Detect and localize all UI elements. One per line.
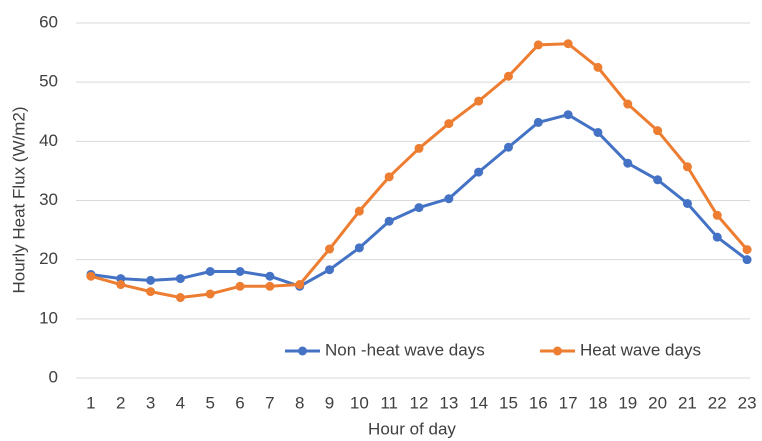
legend-marker xyxy=(553,346,562,356)
data-point xyxy=(712,232,722,242)
x-tick-label: 18 xyxy=(588,393,607,412)
x-tick-label: 2 xyxy=(116,393,125,412)
x-tick-label: 22 xyxy=(708,393,727,412)
data-point xyxy=(354,206,364,216)
data-point xyxy=(712,210,722,220)
data-point xyxy=(325,265,335,275)
data-point xyxy=(503,71,513,81)
data-point xyxy=(593,127,603,137)
data-point xyxy=(533,40,543,50)
x-tick-label: 12 xyxy=(410,393,429,412)
data-point xyxy=(325,244,335,254)
x-tick-label: 19 xyxy=(618,393,637,412)
data-point xyxy=(235,281,245,291)
data-point xyxy=(653,126,663,136)
x-tick-label: 9 xyxy=(325,393,334,412)
x-tick-label: 4 xyxy=(176,393,185,412)
data-point xyxy=(116,280,126,290)
legend-label: Heat wave days xyxy=(580,340,701,359)
data-point xyxy=(205,267,215,276)
legend-marker xyxy=(298,346,307,356)
x-tick-label: 21 xyxy=(678,393,697,412)
data-point xyxy=(533,117,543,127)
legend-label: Non -heat wave days xyxy=(325,340,485,359)
x-tick-label: 11 xyxy=(380,393,398,412)
y-tick-label: 0 xyxy=(49,367,58,386)
data-point xyxy=(175,293,185,303)
y-tick-label: 20 xyxy=(39,249,58,268)
x-tick-label: 15 xyxy=(499,393,518,412)
data-point xyxy=(593,62,603,72)
y-tick-label: 30 xyxy=(39,190,58,209)
data-point xyxy=(384,172,394,182)
y-tick-label: 10 xyxy=(39,308,58,327)
x-tick-label: 6 xyxy=(235,393,244,412)
data-point xyxy=(742,245,752,255)
x-tick-label: 14 xyxy=(469,393,488,412)
x-tick-label: 20 xyxy=(648,393,667,412)
data-point xyxy=(146,287,156,297)
data-point xyxy=(474,167,484,177)
data-point xyxy=(265,271,275,281)
x-tick-label: 10 xyxy=(350,393,369,412)
data-point xyxy=(205,289,215,299)
x-tick-label: 8 xyxy=(295,393,304,412)
data-point xyxy=(682,198,692,208)
x-axis-label: Hour of day xyxy=(368,419,456,438)
data-point xyxy=(414,143,424,153)
x-tick-label: 17 xyxy=(559,393,578,412)
x-tick-label: 7 xyxy=(265,393,274,412)
data-point xyxy=(623,158,633,168)
data-point xyxy=(444,119,454,129)
data-point xyxy=(265,281,275,291)
data-point xyxy=(742,255,752,265)
data-point xyxy=(563,110,573,120)
data-point xyxy=(414,203,424,213)
data-point xyxy=(474,96,484,106)
data-point xyxy=(653,175,663,185)
x-tick-label: 1 xyxy=(86,393,95,412)
data-point xyxy=(354,243,364,253)
y-tick-label: 50 xyxy=(39,72,58,91)
data-point xyxy=(563,39,573,49)
data-point xyxy=(444,194,454,204)
data-point xyxy=(682,162,692,172)
x-tick-label: 5 xyxy=(205,393,214,412)
x-tick-label: 13 xyxy=(439,393,458,412)
data-point xyxy=(384,216,394,226)
x-tick-label: 23 xyxy=(738,393,757,412)
x-tick-label: 3 xyxy=(146,393,155,412)
y-tick-label: 60 xyxy=(39,12,58,31)
data-point xyxy=(146,275,156,285)
data-point xyxy=(86,271,96,281)
data-point xyxy=(295,280,305,290)
y-axis-label: Hourly Heat Flux (W/m2) xyxy=(9,106,28,293)
data-point xyxy=(503,142,513,152)
data-point xyxy=(175,274,185,284)
data-point xyxy=(623,99,633,109)
data-point xyxy=(235,267,245,276)
y-tick-label: 40 xyxy=(39,131,58,150)
x-tick-label: 16 xyxy=(529,393,548,412)
